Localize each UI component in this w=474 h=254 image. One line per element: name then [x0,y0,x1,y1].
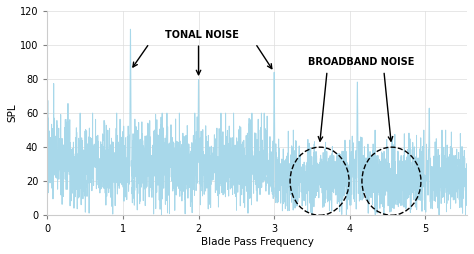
Y-axis label: SPL: SPL [7,104,17,122]
Text: BROADBAND NOISE: BROADBAND NOISE [308,57,414,67]
X-axis label: Blade Pass Frequency: Blade Pass Frequency [201,237,314,247]
Text: TONAL NOISE: TONAL NOISE [165,30,239,40]
